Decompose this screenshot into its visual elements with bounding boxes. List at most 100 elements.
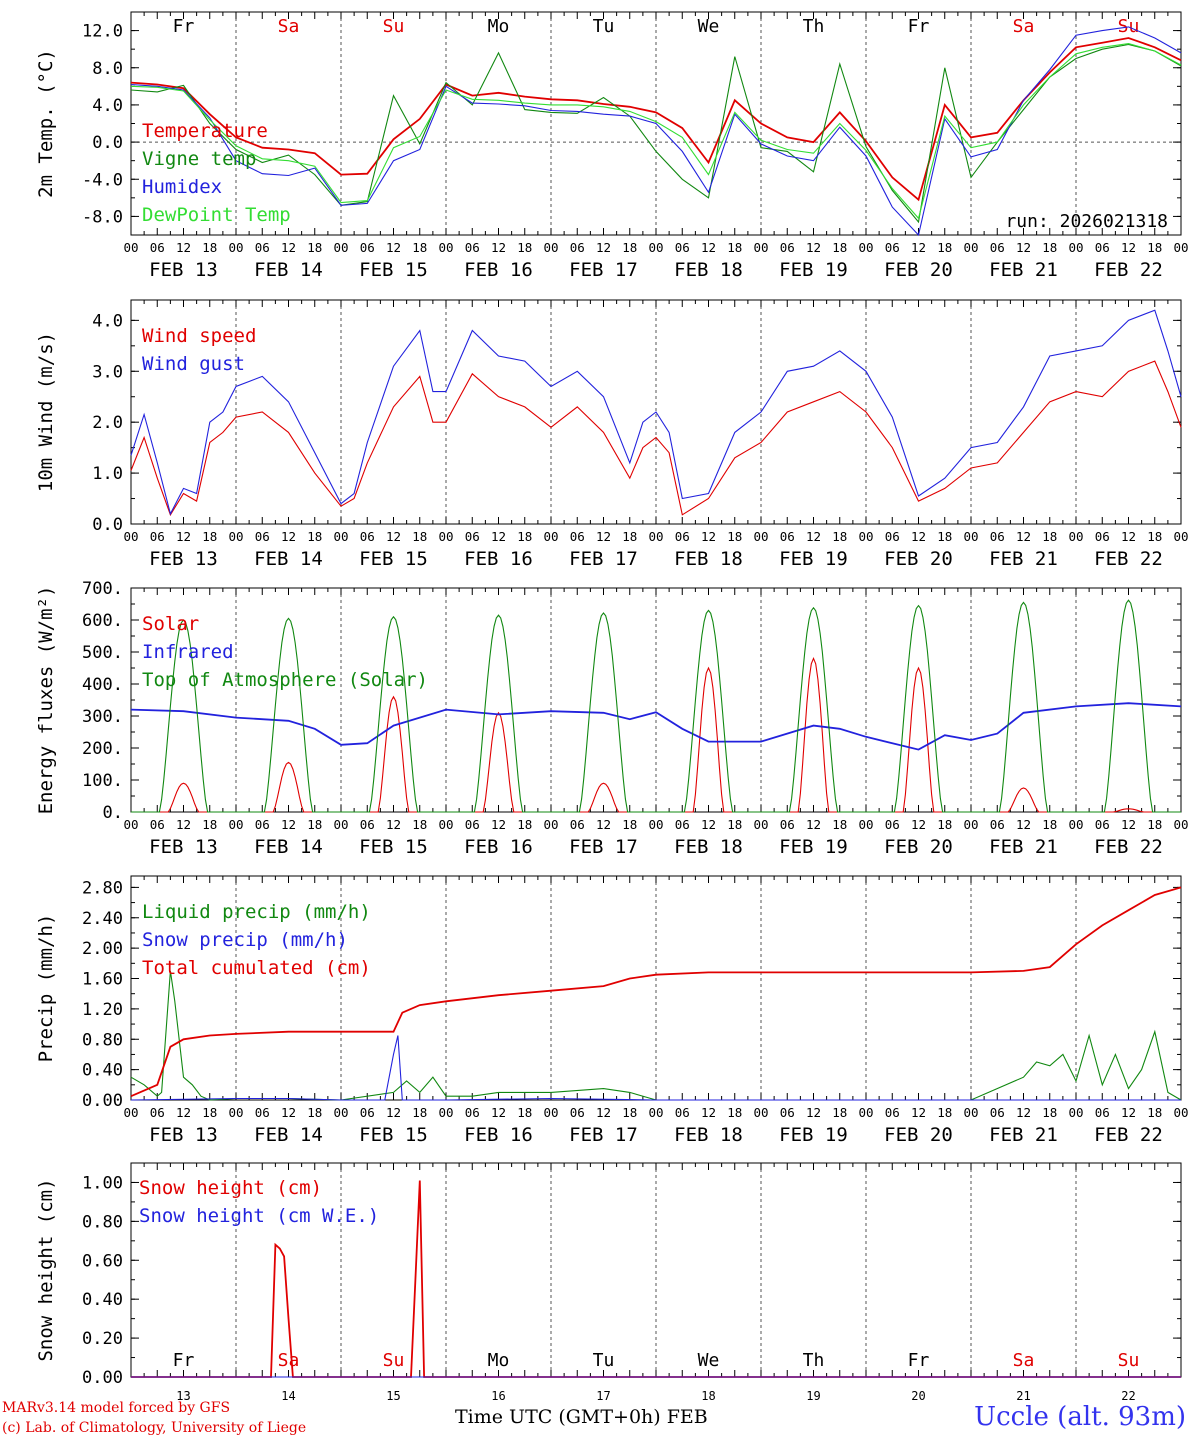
date-label: FEB 16 [464,548,533,570]
hour-tick-label: 06 [990,817,1005,832]
hour-tick-label: 06 [150,817,165,832]
hour-tick-label: 06 [780,240,795,255]
lab-credit: (c) Lab. of Climatology, University of L… [2,1420,307,1436]
date-label: FEB 22 [1094,1124,1163,1146]
y-tick-label: 0.0 [92,515,123,535]
hour-tick-label: 12 [596,240,611,255]
hour-tick-label: 18 [517,529,532,544]
hour-tick-label: 12 [911,817,926,832]
hour-tick-label: 12 [701,817,716,832]
hour-tick-label: 00 [1068,240,1083,255]
hour-tick-label: 06 [780,817,795,832]
y-tick-label: 0.40 [82,1290,123,1310]
y-tick-label: -4.0 [82,170,123,190]
hour-tick-label: 00 [1068,817,1083,832]
date-label: FEB 15 [359,259,428,281]
hour-tick-label: 00 [963,1105,978,1120]
series-line-temperature [130,37,1182,202]
date-label: FEB 22 [1094,836,1163,858]
day-number: 17 [596,1389,610,1403]
day-name: Mo [488,1350,510,1371]
y-tick-label: 8.0 [92,59,123,79]
hour-tick-label: 00 [543,1105,558,1120]
y-axis-label: Snow height (cm) [35,1178,57,1361]
hour-tick-label: 00 [333,817,348,832]
hour-tick-label: 00 [123,240,138,255]
y-tick-label: 0.00 [82,1368,123,1388]
hour-tick-label: 18 [412,1105,427,1120]
date-label: FEB 17 [569,836,638,858]
y-tick-label: 12.0 [82,22,123,42]
hour-tick-label: 18 [517,240,532,255]
hour-tick-label: 12 [596,1105,611,1120]
hour-tick-label: 00 [438,1105,453,1120]
date-label: FEB 16 [464,259,533,281]
y-tick-label: 1.0 [92,464,123,484]
hour-tick-label: 06 [150,1105,165,1120]
day-number: 18 [701,1389,715,1403]
date-label: FEB 17 [569,1124,638,1146]
date-label: FEB 19 [779,1124,848,1146]
date-label: FEB 13 [149,548,218,570]
hour-tick-label: 00 [1173,240,1188,255]
legend-entry: Snow height (cm) [139,1177,322,1199]
hour-tick-label: 06 [990,529,1005,544]
hour-tick-label: 12 [1016,529,1031,544]
day-number: 15 [386,1389,400,1403]
hour-tick-label: 06 [255,240,270,255]
hour-tick-label: 00 [1173,817,1188,832]
hour-tick-label: 12 [281,1105,296,1120]
hour-tick-label: 00 [228,529,243,544]
date-label: FEB 20 [884,836,953,858]
hour-tick-label: 00 [858,817,873,832]
hour-tick-label: 12 [386,817,401,832]
hour-tick-label: 00 [228,1105,243,1120]
y-tick-label: 0.00 [82,1091,123,1111]
legend-entry: Vigne temp [142,148,256,170]
date-label: FEB 19 [779,836,848,858]
plot-frame [130,587,1182,813]
y-tick-label: 0. [103,803,123,823]
day-name: Fr [173,16,195,37]
y-tick-label: 100. [82,771,123,791]
hour-tick-label: 00 [543,817,558,832]
hour-tick-label: 06 [780,529,795,544]
hour-tick-label: 12 [176,1105,191,1120]
hour-tick-label: 06 [360,817,375,832]
hour-tick-label: 18 [202,1105,217,1120]
day-name: Fr [173,1350,195,1371]
hour-tick-label: 00 [648,240,663,255]
day-number: 14 [281,1389,295,1403]
hour-tick-label: 00 [438,529,453,544]
y-axis-label: Precip (mm/h) [35,914,57,1063]
date-label: FEB 19 [779,259,848,281]
y-tick-label: 0.0 [92,133,123,153]
hour-tick-label: 00 [333,240,348,255]
date-label: FEB 20 [884,259,953,281]
date-label: FEB 18 [674,548,743,570]
date-label: FEB 21 [989,1124,1058,1146]
hour-tick-label: 18 [307,240,322,255]
hour-tick-label: 00 [1068,529,1083,544]
legend-entry: Humidex [142,176,222,198]
day-name: Su [383,16,405,37]
hour-tick-label: 00 [963,817,978,832]
series-line-humidex [130,26,1182,237]
date-label: FEB 18 [674,259,743,281]
hour-tick-label: 18 [937,817,952,832]
day-name: Th [803,16,825,37]
hour-tick-label: 06 [675,529,690,544]
legend-entry: Infrared [142,641,234,663]
date-label: FEB 21 [989,548,1058,570]
y-tick-label: 2.80 [82,878,123,898]
hour-tick-label: 18 [1042,240,1057,255]
hour-tick-label: 18 [1042,1105,1057,1120]
y-axis-label: 2m Temp. (°C) [35,49,57,198]
hour-tick-label: 00 [963,240,978,255]
date-label: FEB 22 [1094,259,1163,281]
run-label: run: 2026021318 [1005,211,1168,232]
hour-tick-label: 18 [1147,529,1162,544]
y-tick-label: 1.60 [82,970,123,990]
hour-tick-label: 06 [675,240,690,255]
